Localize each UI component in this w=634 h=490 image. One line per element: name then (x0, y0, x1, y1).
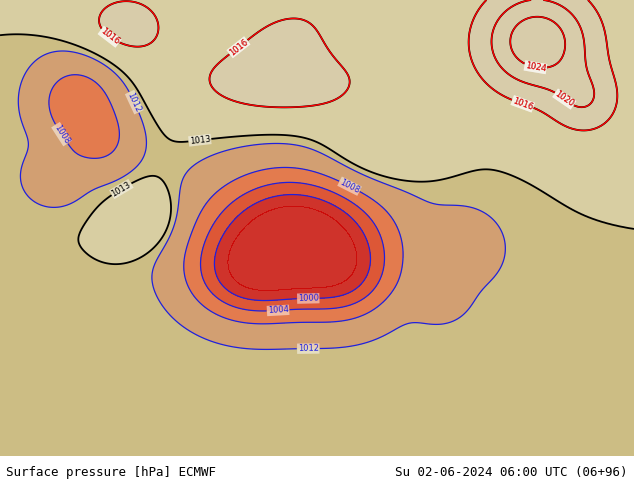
Text: 1013: 1013 (110, 180, 133, 198)
Text: 1020: 1020 (553, 89, 576, 109)
Text: Su 02-06-2024 06:00 UTC (06+96): Su 02-06-2024 06:00 UTC (06+96) (395, 466, 628, 479)
Text: 1024: 1024 (524, 61, 547, 74)
Text: 1013: 1013 (189, 135, 211, 146)
Text: 1012: 1012 (126, 91, 143, 114)
Text: 1012: 1012 (298, 344, 319, 353)
Text: Surface pressure [hPa] ECMWF: Surface pressure [hPa] ECMWF (6, 466, 216, 479)
Text: 1016: 1016 (98, 27, 120, 47)
Text: 1016: 1016 (511, 96, 534, 112)
Text: 1024: 1024 (524, 61, 547, 74)
Text: 1016: 1016 (228, 37, 250, 57)
Text: 1004: 1004 (268, 305, 289, 316)
Text: 1016: 1016 (228, 37, 250, 57)
Text: 1020: 1020 (553, 89, 576, 109)
Text: 1016: 1016 (511, 96, 534, 112)
Text: 1008: 1008 (338, 177, 361, 195)
Text: 1008: 1008 (52, 123, 71, 146)
Text: 1000: 1000 (297, 294, 319, 303)
Text: 1016: 1016 (98, 27, 120, 47)
